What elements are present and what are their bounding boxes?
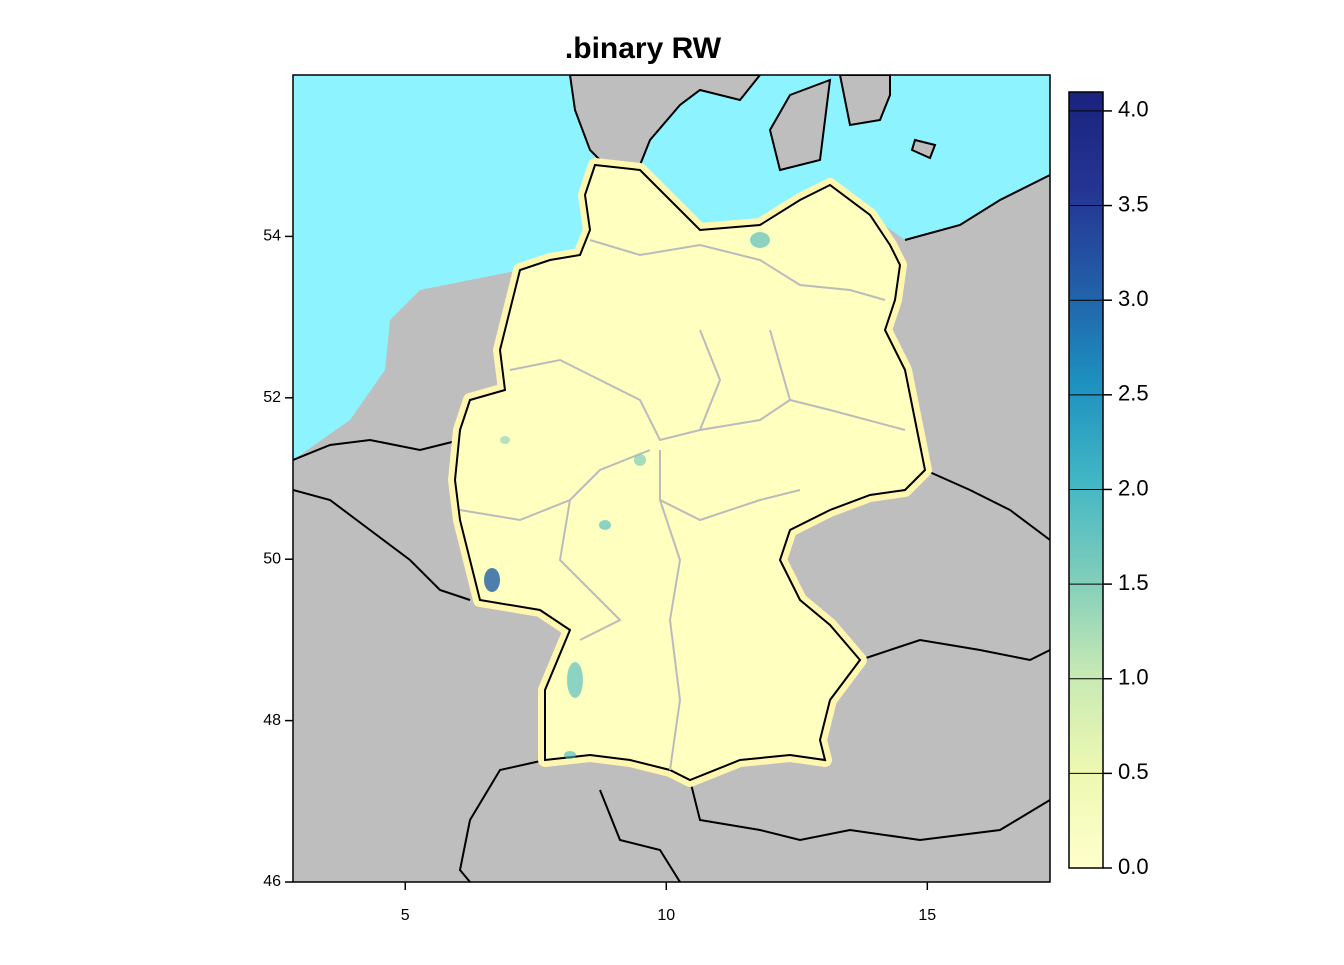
y-tick-label: 50 (263, 550, 281, 567)
colorbar-tick-label: 2.0 (1118, 475, 1149, 500)
y-tick-label: 48 (263, 712, 281, 729)
hotspots (484, 232, 770, 759)
y-tick-label: 52 (263, 389, 281, 406)
plot-frame (292, 74, 1051, 883)
colorbar-tick-label: 3.0 (1118, 286, 1149, 311)
colorbar (1068, 91, 1104, 869)
y-tick-label: 54 (263, 228, 281, 245)
colorbar-tick-label: 0.0 (1118, 854, 1149, 879)
x-tick-label: 10 (657, 907, 675, 924)
colorbar-tick-label: 4.0 (1118, 97, 1149, 122)
colorbar-tick-label: 2.5 (1118, 381, 1149, 406)
x-tick-label: 15 (918, 907, 936, 924)
colorbar-tick-label: 3.5 (1118, 191, 1149, 216)
y-tick-label: 46 (263, 873, 281, 890)
colorbar-tick-label: 1.5 (1118, 570, 1149, 595)
scandinavia (568, 75, 937, 172)
sea (293, 75, 1050, 460)
germany (453, 163, 927, 782)
map (293, 75, 1050, 882)
colorbar-tick-label: 0.5 (1118, 759, 1149, 784)
state-borders (459, 239, 906, 771)
colorbar-tick-label: 1.0 (1118, 665, 1149, 690)
borders (293, 174, 1050, 882)
x-tick-label: 5 (401, 907, 410, 924)
chart-title: .binary RW (565, 32, 722, 65)
